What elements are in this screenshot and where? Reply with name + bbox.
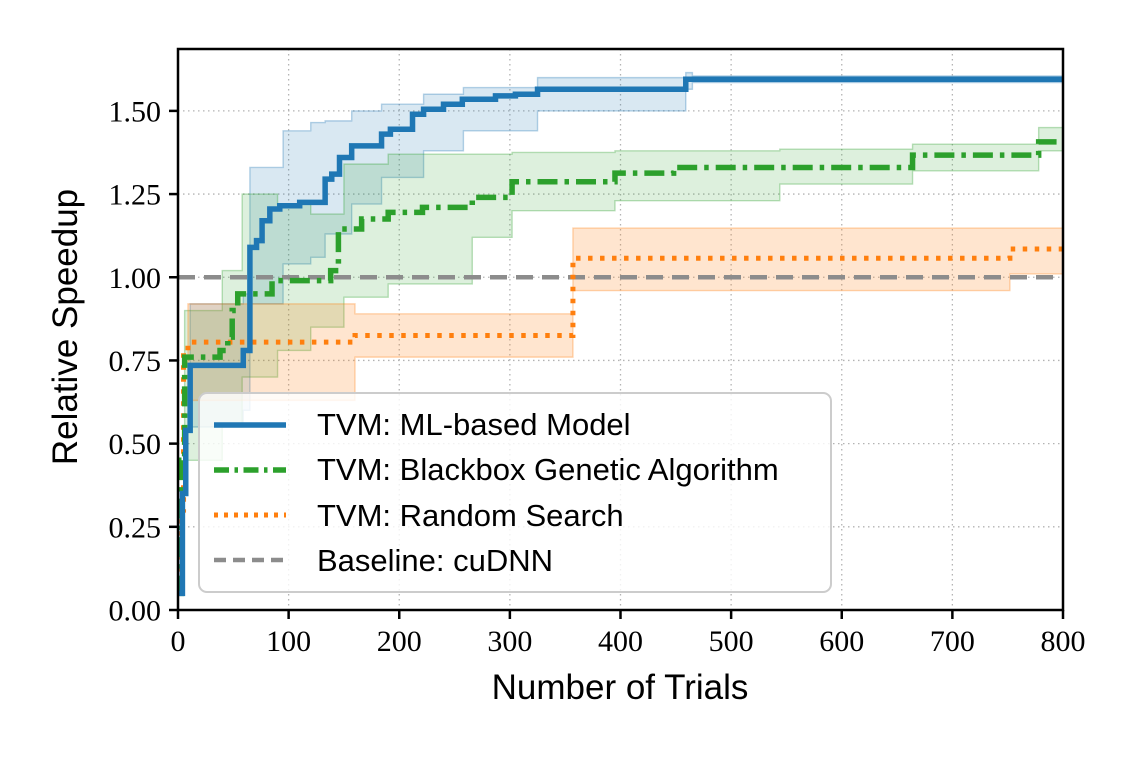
legend-item-random-search: TVM: Random Search (212, 500, 824, 531)
line-ml_model (179, 76, 1063, 597)
legend-label-random-search: TVM: Random Search (317, 497, 624, 533)
x-tick-label-600: 600 (819, 625, 864, 658)
y-tick-label-1.50: 1.50 (109, 95, 162, 128)
y-tick-label-1.25: 1.25 (109, 179, 162, 212)
legend-label-genetic: TVM: Blackbox Genetic Algorithm (317, 452, 779, 488)
x-tick-label-0: 0 (171, 625, 186, 658)
legend-label-ml-model: TVM: ML-based Model (317, 407, 631, 443)
line-genetic (178, 139, 1063, 597)
dashdot-line-swatch-icon (214, 467, 286, 473)
x-tick-label-400: 400 (598, 625, 643, 658)
legend-item-genetic: TVM: Blackbox Genetic Algorithm (212, 454, 824, 485)
gridlines (178, 49, 1063, 610)
axes: 0 100 200 300 400 500 600 700 800 0.00 0.25 0.50 0.7… (109, 47, 1086, 658)
x-axis-label: Number of Trials (491, 668, 749, 707)
y-tick-label-1.00: 1.00 (109, 262, 162, 295)
x-tick-label-100: 100 (266, 625, 311, 658)
band-random_search (187, 227, 1064, 402)
legend-item-ml-model: TVM: ML-based Model (212, 409, 824, 440)
legend-label-baseline: Baseline: cuDNN (317, 542, 554, 578)
chart-legend: TVM: ML-based Model TVM: Blackbox Geneti… (198, 392, 832, 593)
dotted-line-swatch-icon (214, 512, 286, 518)
solid-line-swatch-icon (214, 421, 286, 428)
y-tick-label-0.50: 0.50 (109, 428, 162, 461)
x-tick-label-700: 700 (930, 625, 975, 658)
x-tick-label-800: 800 (1041, 625, 1086, 658)
y-tick-label-0.75: 0.75 (109, 345, 162, 378)
series-lines (178, 76, 1063, 597)
x-tick-label-500: 500 (709, 625, 754, 658)
y-tick-label-0.00: 0.00 (109, 595, 162, 628)
dashed-line-swatch-icon (214, 558, 286, 563)
y-axis-label: Relative Speedup (46, 188, 85, 466)
x-tick-label-200: 200 (377, 625, 422, 658)
x-tick-label-300: 300 (487, 625, 532, 658)
legend-item-baseline: Baseline: cuDNN (212, 545, 824, 576)
y-tick-label-0.25: 0.25 (109, 511, 162, 544)
